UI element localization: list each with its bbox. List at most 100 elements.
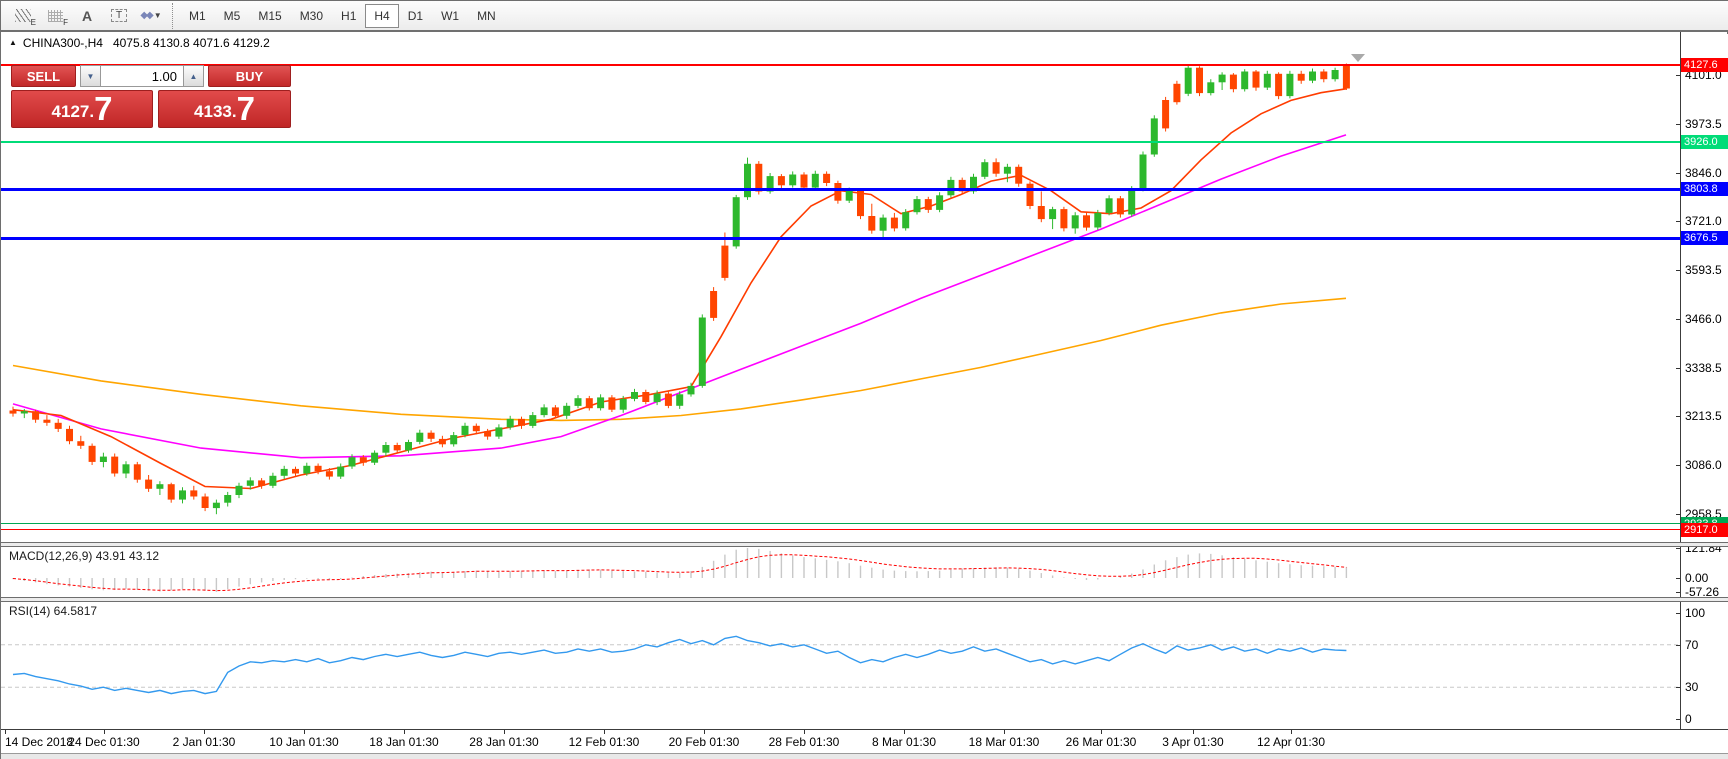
sell-price-main: 4127.	[51, 102, 95, 121]
ma_mid-line	[12, 134, 1347, 459]
timeframe-buttons: M1 M5 M15 M30 H1 H4 D1 W1 MN	[180, 3, 505, 28]
date-tickmark	[804, 730, 805, 734]
date-tickmark	[704, 730, 705, 734]
timeframe-h4[interactable]: H4	[365, 3, 399, 28]
icon-letter-f: F	[63, 17, 68, 27]
candlestick-chart[interactable]	[1, 51, 1680, 542]
level-line-3926.0[interactable]	[1, 141, 1680, 144]
level-line-2933.8[interactable]	[1, 523, 1680, 524]
date-label: 3 Apr 01:30	[1162, 735, 1224, 749]
sell-button[interactable]: SELL	[11, 65, 76, 87]
chart-shift-marker[interactable]	[1351, 54, 1365, 62]
date-tickmark	[904, 730, 905, 734]
date-axis[interactable]: 14 Dec 2018 24 Dec 01:30 2 Jan 01:30 10 Jan…	[1, 729, 1728, 753]
level-line-3803.8[interactable]	[1, 187, 1680, 191]
buy-button[interactable]: BUY	[208, 65, 291, 87]
price-tickmark	[1676, 123, 1680, 125]
buy-price-pips: 7	[236, 90, 255, 127]
price-axis-strip[interactable]	[1681, 34, 1728, 729]
date-label: 8 Mar 01:30	[871, 735, 937, 749]
level-line-3676.5[interactable]	[1, 236, 1680, 240]
macd-tick-label: -57.26	[1685, 585, 1720, 600]
date-label: 24 Dec 01:30	[68, 735, 140, 749]
price-tick-label: 3466.0	[1685, 312, 1722, 326]
price-axis-line	[1680, 32, 1681, 729]
pane-splitter-macd[interactable]	[1, 542, 1728, 547]
grid-icon[interactable]: F	[39, 4, 71, 28]
price-tickmark	[1676, 270, 1680, 271]
ma_slow-line	[12, 297, 1347, 422]
date-tickmark	[1193, 730, 1194, 734]
collapse-triangle-icon[interactable]: ▲	[9, 38, 17, 47]
bottom-strip	[1, 753, 1728, 759]
ohlc-values: 4075.8 4130.8 4071.6 4129.2	[112, 35, 270, 50]
rsi-tick-label: 70	[1685, 637, 1699, 652]
timeframe-d1[interactable]: D1	[407, 8, 424, 23]
volume-decrease-button[interactable]: ▼	[80, 65, 100, 87]
rsi-tickmark	[1676, 644, 1680, 646]
price-tickmark	[1676, 172, 1680, 174]
macd-pane[interactable]: MACD(12,26,9) 43.91 43.12	[1, 547, 1680, 597]
timeframe-m30[interactable]: M30	[299, 8, 324, 23]
chevron-down-icon: ▼	[153, 11, 162, 20]
level-line-4127.6[interactable]	[1, 63, 1680, 66]
main-chart-pane[interactable]: SELL ▼ ▲ BUY 4127. 7 4133. 7	[1, 51, 1680, 542]
volume-input[interactable]	[100, 65, 184, 87]
chart-title-bar: ▲ CHINA300-,H4 4075.8 4130.8 4071.6 4129…	[1, 34, 1680, 51]
timeframe-h1[interactable]: H1	[341, 8, 357, 23]
timeframe-mn[interactable]: MN	[477, 8, 496, 23]
price-tick-label: 3213.5	[1685, 409, 1722, 424]
icon-letter-a: A	[81, 7, 93, 24]
rsi-pane[interactable]: RSI(14) 64.5817	[1, 602, 1680, 729]
date-tickmark	[504, 730, 505, 734]
buy-price-display[interactable]: 4133. 7	[158, 90, 291, 128]
text-icon[interactable]: A	[71, 4, 103, 28]
macd-signal-line	[12, 554, 1347, 592]
price-badge-2917.0: 2917.0	[1681, 522, 1728, 537]
hatch-glyph	[15, 9, 31, 22]
timeframe-m15[interactable]: M15	[258, 8, 282, 23]
price-tick-label: 3846.0	[1685, 165, 1722, 180]
price-badge-3926.0: 3926.0	[1681, 135, 1728, 150]
sell-price-display[interactable]: 4127. 7	[11, 90, 153, 128]
timeframe-m5[interactable]: M5	[223, 8, 241, 23]
volume-increase-button[interactable]: ▲	[184, 65, 204, 87]
price-tick-label: 3593.5	[1685, 263, 1722, 277]
price-tickmark	[1676, 514, 1680, 516]
date-tickmark	[404, 730, 405, 734]
symbol-period-label: CHINA300-,H4	[22, 35, 103, 50]
rsi-tick-label: 0	[1685, 712, 1692, 726]
buy-price-main: 4133.	[194, 102, 237, 121]
date-label: 28 Feb 01:30	[768, 735, 840, 749]
price-tick-label: 3338.5	[1685, 360, 1722, 375]
date-tickmark	[104, 730, 105, 734]
macd-tickmark	[1676, 547, 1680, 549]
price-badge-4127.6: 4127.6	[1681, 57, 1728, 72]
rsi-tickmark	[1676, 687, 1680, 689]
price-badge-3803.8: 3803.8	[1681, 182, 1728, 197]
one-click-trade-panel: SELL ▼ ▲ BUY 4127. 7 4133. 7	[11, 65, 291, 128]
icon-letter-e: E	[30, 17, 36, 27]
hatch-channel-icon[interactable]: E	[7, 4, 39, 28]
level-line-2917.0[interactable]	[1, 529, 1680, 531]
date-tickmark	[1004, 730, 1005, 734]
price-badge-3676.5: 3676.5	[1681, 231, 1728, 246]
macd-tickmark	[1676, 578, 1680, 579]
macd-chart	[12, 548, 1348, 592]
date-label: 18 Mar 01:30	[968, 735, 1040, 749]
date-label: 18 Jan 01:30	[369, 735, 439, 749]
diamonds-glyph: ◆◆	[140, 10, 153, 21]
date-tickmark	[5, 730, 6, 734]
timeframe-m1[interactable]: M1	[189, 8, 206, 23]
objects-icon[interactable]: ◆◆ ▼	[135, 4, 167, 28]
price-tickmark	[1676, 465, 1680, 467]
pane-splitter-rsi[interactable]	[1, 597, 1728, 602]
toolbar: E F A T ◆◆ ▼ M1 M5 M15 M30 H1 H4 D1 W1 MN	[1, 1, 1728, 32]
timeframe-w1[interactable]: W1	[441, 8, 460, 23]
date-label: 2 Jan 01:30	[172, 735, 236, 749]
ma_fast-line	[12, 88, 1347, 490]
date-label: 12 Apr 01:30	[1256, 735, 1326, 749]
label-icon[interactable]: T	[103, 4, 135, 28]
grid-glyph	[47, 9, 63, 22]
